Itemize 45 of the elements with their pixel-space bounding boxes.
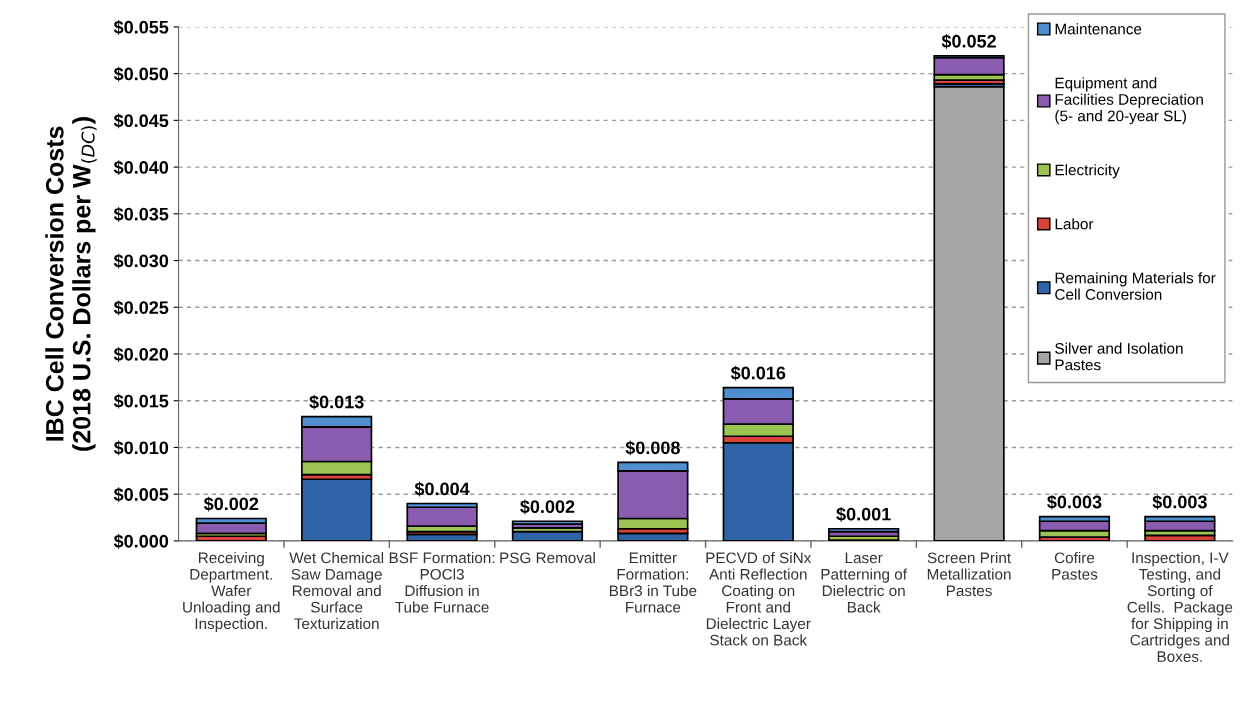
bar xyxy=(511,530,584,541)
legend-label: Equipment and Facilities Depreciation (5- and 20-year SL) xyxy=(1055,77,1203,125)
x-tick-label: PECVD of SiNx Anti Reflection Coating on Front and Dielectric Layer Stack on Back xyxy=(706,552,812,646)
x-tick-label: Cofire Pastes xyxy=(1052,552,1098,580)
x-tick-label: PSG Removal xyxy=(500,552,595,564)
total-label: $0.002 xyxy=(520,499,575,515)
total-label: $0.013 xyxy=(309,394,364,410)
y-tick-label: $0.055 xyxy=(113,20,169,35)
bar xyxy=(301,478,373,541)
legend-label: Maintenance xyxy=(1055,23,1142,35)
y-tick-label: $0.025 xyxy=(113,300,169,316)
y-tick-label: $0.030 xyxy=(113,253,169,269)
y-tick-label: $0.050 xyxy=(113,66,169,82)
legend-label: Electricity xyxy=(1055,164,1120,179)
y-tick-label: $0.045 xyxy=(113,113,169,129)
y-tick-label: $0.000 xyxy=(113,534,169,549)
total-label: $0.052 xyxy=(941,34,996,49)
bar xyxy=(933,85,1005,541)
bar xyxy=(511,520,584,525)
bar xyxy=(828,527,900,533)
y-tick-label: $0.020 xyxy=(113,347,169,362)
x-tick-label: Emitter Formation: BBr3 in Tube Furnace xyxy=(609,552,697,613)
total-label: $0.003 xyxy=(1047,494,1102,510)
total-label: $0.004 xyxy=(414,481,470,497)
legend-label: Silver and Isolation Pastes xyxy=(1055,342,1183,371)
total-label: $0.001 xyxy=(836,506,891,522)
y-tick-label: $0.040 xyxy=(113,160,169,175)
x-tick-label: Receiving Department. Wafer Unloading and Inspection. xyxy=(183,552,280,633)
x-tick-label: Wet Chemical Saw Damage Removal and Surface Texturization xyxy=(289,552,384,630)
bar xyxy=(722,441,794,541)
total-label: $0.008 xyxy=(625,440,680,456)
y-tick-label: $0.010 xyxy=(113,440,169,456)
total-label: $0.003 xyxy=(1152,494,1207,510)
x-tick-label: Laser Patterning of Dielectric on Back xyxy=(821,552,907,613)
x-tick-label: Inspection, I-V Testing, and Sorting of Cells. Package for Shipping in Cartridges and Boxes. xyxy=(1127,552,1233,662)
legend-label: Labor xyxy=(1055,218,1094,230)
total-label: $0.016 xyxy=(730,365,786,381)
total-label: $0.002 xyxy=(203,496,259,512)
y-tick-label: $0.035 xyxy=(113,206,169,222)
y-axis-title: IBC Cell Conversion Costs (2018 U.S. Dollars per W$_{(DC)}$) xyxy=(45,117,97,451)
x-tick-label: Screen Print Metallization Pastes xyxy=(927,552,1011,597)
y-tick-label: $0.005 xyxy=(113,487,169,503)
x-tick-label: BSF Formation: POCl3 Diffusion in Tube Furnace xyxy=(389,552,495,613)
legend-label: Remaining Materials for Cell Conversion xyxy=(1055,272,1216,300)
y-tick-label: $0.015 xyxy=(113,393,169,409)
